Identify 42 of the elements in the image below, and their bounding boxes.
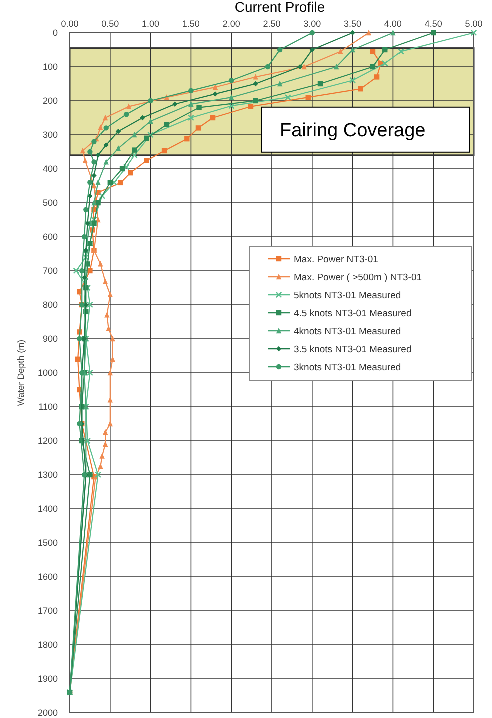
y-tick-label: 1200 bbox=[38, 436, 58, 446]
y-tick-label: 0 bbox=[52, 28, 58, 38]
x-tick-label: 4.50 bbox=[424, 19, 442, 29]
y-tick-label: 2000 bbox=[38, 708, 58, 718]
y-tick-label: 1000 bbox=[38, 368, 58, 378]
legend-label: 4.5 knots NT3-01 Measured bbox=[294, 308, 412, 320]
y-tick-label: 400 bbox=[42, 164, 58, 174]
y-tick-label: 900 bbox=[42, 334, 58, 344]
y-axis-title: Water Depth (m) bbox=[16, 340, 26, 406]
x-tick-label: 5.00 bbox=[465, 19, 483, 29]
y-tick-label: 200 bbox=[42, 96, 58, 106]
legend-label: 4knots NT3-01 Measured bbox=[294, 326, 402, 338]
x-tick-label: 0.50 bbox=[102, 19, 120, 29]
chart-title: Current Profile bbox=[234, 0, 326, 15]
x-tick-label: 1.50 bbox=[182, 19, 200, 29]
legend-label: 3.5 knots NT3-01 Measured bbox=[294, 344, 412, 356]
legend-label: 5knots NT3-01 Measured bbox=[294, 290, 402, 302]
y-tick-label: 1600 bbox=[38, 572, 58, 582]
y-tick-label: 1300 bbox=[38, 470, 58, 480]
x-tick-label: 3.50 bbox=[344, 19, 362, 29]
legend-label: 3knots NT3-01 Measured bbox=[294, 362, 402, 374]
y-tick-label: 600 bbox=[42, 232, 58, 242]
y-tick-label: 800 bbox=[42, 300, 58, 310]
y-tick-label: 300 bbox=[42, 130, 58, 140]
band-label: Fairing Coverage bbox=[280, 120, 426, 142]
x-tick-label: 4.00 bbox=[384, 19, 402, 29]
y-tick-label: 1100 bbox=[38, 402, 58, 412]
legend-label: Max. Power ( >500m ) NT3-01 bbox=[294, 272, 422, 284]
y-tick-label: 1800 bbox=[38, 640, 58, 650]
legend-label: Max. Power NT3-01 bbox=[294, 254, 378, 266]
x-tick-label: 1.00 bbox=[142, 19, 160, 29]
x-tick-label: 2.50 bbox=[263, 19, 281, 29]
x-tick-label: 2.00 bbox=[222, 19, 240, 29]
y-tick-label: 1700 bbox=[38, 606, 58, 616]
y-tick-label: 1400 bbox=[38, 504, 58, 514]
x-tick-label: 0.00 bbox=[61, 19, 79, 29]
y-tick-label: 100 bbox=[42, 62, 58, 72]
y-tick-label: 500 bbox=[42, 198, 58, 208]
y-tick-label: 1500 bbox=[38, 538, 58, 548]
x-tick-label: 3.00 bbox=[304, 19, 322, 29]
y-tick-label: 1900 bbox=[38, 674, 58, 684]
y-tick-label: 700 bbox=[42, 266, 58, 276]
